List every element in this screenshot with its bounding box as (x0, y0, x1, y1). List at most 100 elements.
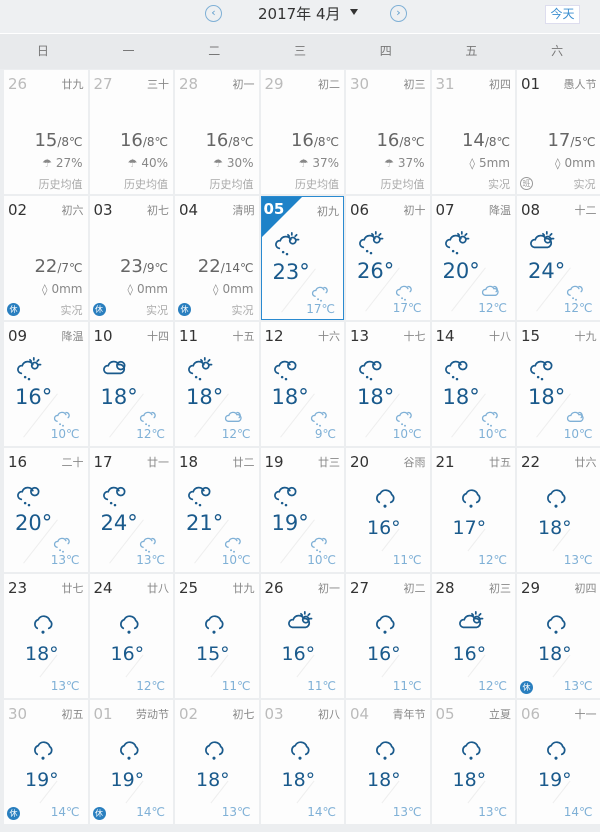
day-cell[interactable]: 18 廿二 21° 10℃ (175, 448, 259, 572)
lunar-date: 十八 (489, 330, 511, 343)
lunar-date: 初二 (318, 78, 340, 91)
precipitation-value: 37% (397, 156, 425, 170)
day-cell[interactable]: 02 初七 18° 13℃ (175, 700, 259, 824)
lunar-date: 三十 (147, 78, 169, 91)
sun-shower-icon (272, 231, 302, 257)
lunar-date: 初九 (317, 205, 339, 218)
date-number: 07 (435, 201, 455, 219)
night-cloudy-icon (223, 408, 245, 428)
high-temp: 18° (186, 385, 224, 409)
chevron-left-icon[interactable]: ‹ (205, 5, 222, 22)
rain-icon (456, 484, 486, 510)
night-shower-icon (138, 408, 160, 428)
day-cell[interactable]: 29 初二 16/8℃ ☂ 37% 历史均值 (260, 70, 344, 194)
low-temp: /8℃ (57, 135, 83, 149)
day-cell[interactable]: 09 降温 16° 10℃ (4, 322, 88, 446)
day-cell[interactable]: 13 十七 18° 10℃ (346, 322, 430, 446)
day-cell[interactable]: 03 初八 18° 14℃ (260, 700, 344, 824)
high-temp: 19° (538, 769, 572, 791)
month-title[interactable]: 2017年 4月 (258, 5, 341, 23)
day-cell[interactable]: 07 降温 20° 12℃ (431, 196, 515, 320)
rain-icon (199, 736, 229, 762)
precipitation: ◊ 0mm (555, 156, 595, 170)
night-shower-icon (52, 534, 74, 554)
precipitation: ☂ 30% (213, 156, 254, 170)
day-cell[interactable]: 03 初七 23/9℃ ◊ 0mm 实况 休 (89, 196, 173, 320)
low-temp: /9℃ (142, 261, 168, 275)
day-cell[interactable]: 25 廿九 15° 11℃ (175, 574, 259, 698)
high-temp: 18° (281, 769, 316, 791)
low-temp: 14℃ (307, 805, 336, 819)
day-cell[interactable]: 26 廿九 15/8℃ ☂ 27% 历史均值 (4, 70, 88, 194)
day-cell[interactable]: 21 廿五 17° 12℃ (431, 448, 515, 572)
day-cell[interactable]: 30 初五 19° 14℃ 休 (4, 700, 88, 824)
high-temp: 24° (528, 259, 566, 283)
weekday-header: 日 一 二 三 四 五 六 (0, 34, 600, 69)
precipitation-value: 30% (226, 156, 254, 170)
temp-range: 22/7℃ (34, 256, 82, 277)
day-cell[interactable]: 06 初十 26° 17℃ (346, 196, 430, 320)
sun-shower-icon (356, 230, 386, 256)
day-cell[interactable]: 17 廿一 24° 13℃ (89, 448, 173, 572)
high-temp: 16 (205, 130, 229, 151)
day-cell[interactable]: 27 初二 16° 11℃ (346, 574, 430, 698)
day-cell[interactable]: 28 初三 16° 12℃ (431, 574, 515, 698)
chevron-right-icon[interactable]: › (390, 5, 407, 22)
low-temp: 17℃ (392, 301, 422, 315)
date-number: 28 (179, 75, 199, 93)
rain-icon (370, 736, 400, 762)
day-cell[interactable]: 04 青年节 18° 13℃ (346, 700, 430, 824)
day-cell[interactable]: 19 廿三 19° 10℃ (260, 448, 344, 572)
day-cell[interactable]: 31 初四 14/8℃ ◊ 5mm 实况 (431, 70, 515, 194)
low-temp: 13℃ (221, 805, 251, 819)
day-cell[interactable]: 12 十六 18° 9℃ (260, 322, 344, 446)
day-cell[interactable]: 05 立夏 18° 13℃ (431, 700, 515, 824)
high-temp: 18° (196, 769, 230, 791)
today-button[interactable]: 今天 (545, 5, 580, 24)
date-number: 27 (93, 75, 113, 93)
date-number: 22 (521, 453, 541, 471)
day-cell[interactable]: 11 十五 18° 12℃ (175, 322, 259, 446)
lunar-date: 廿九 (232, 582, 255, 595)
lunar-date: 廿六 (574, 456, 597, 469)
low-temp: 12℃ (136, 679, 165, 693)
day-cell[interactable]: 06 十一 19° 14℃ (517, 700, 600, 824)
holiday-badge: 休 (92, 303, 106, 316)
date-number: 29 (521, 579, 541, 597)
day-cell[interactable]: 01 愚人节 17/5℃ ◊ 0mm 实况 班 (517, 70, 600, 194)
day-cell[interactable]: 22 廿六 18° 13℃ (517, 448, 600, 572)
today-cell[interactable]: 05 初九 23° 17℃ (260, 196, 344, 320)
day-cell[interactable]: 15 十九 18° 10℃ (517, 322, 600, 446)
low-temp: 11℃ (392, 553, 422, 567)
date-number: 09 (8, 327, 28, 345)
day-cell[interactable]: 16 二十 20° 13℃ (4, 448, 88, 572)
day-cell[interactable]: 26 初一 16° 11℃ (260, 574, 344, 698)
lunar-date: 廿五 (489, 456, 511, 469)
weekday-label: 日 (36, 44, 49, 58)
lunar-date: 廿三 (318, 456, 340, 469)
date-number: 21 (435, 453, 455, 471)
day-cell[interactable]: 08 十二 24° 12℃ (517, 196, 600, 320)
low-temp: 10℃ (221, 553, 251, 567)
cloudy-rain-icon (527, 356, 557, 382)
day-cell[interactable]: 23 廿七 18° 13℃ (4, 574, 88, 698)
date-number: 28 (435, 579, 455, 597)
day-cell[interactable]: 28 初一 16/8℃ ☂ 30% 历史均值 (175, 70, 259, 194)
day-cell[interactable]: 01 劳动节 19° 14℃ 休 (89, 700, 173, 824)
day-cell[interactable]: 24 廿八 16° 12℃ (89, 574, 173, 698)
day-cell[interactable]: 27 三十 16/8℃ ☂ 40% 历史均值 (89, 70, 173, 194)
lunar-date: 廿一 (147, 456, 169, 469)
day-cell[interactable]: 10 十四 18° 12℃ (89, 322, 173, 446)
day-cell[interactable]: 30 初三 16/8℃ ☂ 37% 历史均值 (346, 70, 430, 194)
day-cell[interactable]: 02 初六 22/7℃ ◊ 0mm 实况 休 (4, 196, 88, 320)
day-cell[interactable]: 29 初四 18° 13℃ 休 (517, 574, 600, 698)
night-shower-icon (480, 408, 502, 428)
lunar-date: 青年节 (392, 708, 426, 721)
high-temp: 17° (452, 517, 487, 539)
rain-icon (541, 484, 571, 510)
day-cell[interactable]: 20 谷雨 16° 11℃ (346, 448, 430, 572)
caret-down-icon[interactable] (350, 9, 358, 15)
day-cell[interactable]: 04 清明 22/14℃ ◊ 0mm 实况休 (175, 196, 259, 320)
lunar-date: 初四 (489, 78, 511, 91)
day-cell[interactable]: 14 十八 18° 10℃ (431, 322, 515, 446)
